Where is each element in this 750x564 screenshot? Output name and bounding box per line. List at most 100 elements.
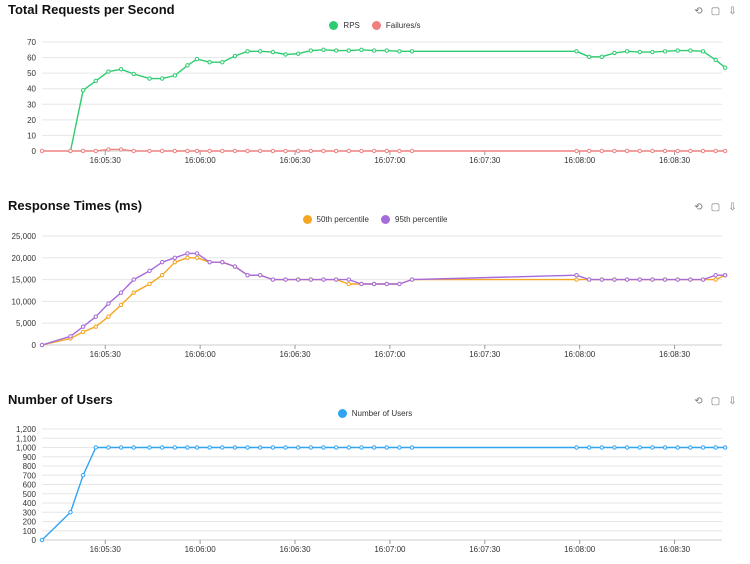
data-point — [384, 48, 389, 53]
data-point — [574, 273, 579, 278]
data-point — [599, 277, 605, 282]
data-point — [321, 148, 326, 154]
data-point — [131, 445, 136, 450]
y-tick-label: 10,000 — [12, 297, 37, 306]
data-point — [346, 277, 351, 282]
data-point — [650, 445, 655, 450]
data-point — [147, 445, 152, 450]
y-tick-label: 400 — [23, 499, 37, 508]
y-tick-label: 30 — [27, 100, 36, 109]
data-point — [713, 445, 718, 450]
data-point — [397, 148, 402, 154]
legend-item-p50[interactable]: 50th percentile — [302, 215, 369, 224]
restore-icon[interactable]: ⟲ — [694, 202, 703, 213]
data-point — [637, 445, 642, 450]
data-point — [722, 273, 728, 278]
save-image-icon[interactable]: ▢ — [710, 396, 721, 407]
data-point — [346, 148, 351, 154]
legend-item-failures[interactable]: Failures/s — [371, 21, 421, 30]
legend-item-p95[interactable]: 95th percentile — [381, 215, 447, 224]
data-point — [359, 47, 364, 52]
y-tick-label: 600 — [23, 481, 37, 490]
data-point — [295, 148, 301, 154]
data-point — [409, 277, 415, 282]
data-point — [409, 148, 415, 154]
data-point — [333, 48, 339, 53]
restore-icon[interactable]: ⟲ — [694, 396, 703, 407]
save-image-icon[interactable]: ▢ — [710, 6, 721, 17]
legend-item-users[interactable]: Number of Users — [337, 409, 413, 418]
data-point — [118, 147, 124, 152]
data-point — [397, 49, 402, 54]
series-line — [41, 252, 726, 346]
data-point — [194, 251, 200, 256]
data-point — [713, 273, 718, 278]
download-icon[interactable]: ⇩ — [728, 6, 737, 17]
data-point — [68, 334, 73, 339]
data-point — [321, 47, 326, 52]
data-point — [637, 148, 642, 154]
data-point — [39, 148, 45, 154]
data-point — [397, 281, 402, 287]
legend-label: Failures/s — [385, 21, 421, 30]
data-point — [295, 51, 301, 56]
data-point — [700, 49, 706, 54]
data-point — [612, 277, 617, 282]
data-point — [321, 445, 326, 450]
legend-label: Number of Users — [351, 409, 413, 418]
data-point — [147, 76, 152, 81]
data-point — [159, 445, 165, 450]
chart-toolbar: ⟲ ▢ ⇩ — [693, 6, 738, 17]
data-point — [722, 148, 728, 154]
chart-legend: Number of Users — [0, 409, 750, 418]
data-point — [700, 445, 706, 450]
data-point — [80, 473, 86, 478]
data-point — [232, 53, 238, 59]
save-image-icon[interactable]: ▢ — [710, 202, 721, 213]
data-point — [574, 445, 579, 450]
data-point — [118, 445, 124, 450]
data-point — [220, 60, 225, 65]
data-point — [270, 49, 276, 55]
data-point — [93, 314, 98, 319]
data-point — [118, 302, 124, 308]
data-point — [574, 277, 579, 282]
y-tick-label: 1,200 — [16, 425, 37, 434]
data-point — [207, 445, 212, 450]
data-point — [675, 277, 680, 282]
data-point — [106, 445, 111, 450]
data-point — [295, 277, 301, 282]
data-point — [106, 147, 111, 152]
data-point — [258, 445, 263, 450]
y-tick-label: 70 — [27, 38, 36, 47]
data-point — [80, 88, 86, 93]
data-point — [688, 48, 693, 53]
data-point — [245, 49, 250, 54]
download-icon[interactable]: ⇩ — [728, 202, 737, 213]
data-point — [308, 48, 314, 53]
data-point — [194, 445, 200, 450]
data-point — [700, 148, 706, 154]
data-point — [688, 445, 693, 450]
data-point — [147, 148, 152, 154]
data-point — [131, 277, 136, 282]
data-point — [131, 71, 136, 77]
data-point — [207, 60, 212, 65]
y-tick-label: 25,000 — [12, 232, 37, 241]
data-point — [185, 63, 190, 68]
x-tick-label: 16:07:00 — [374, 350, 406, 359]
series-line — [42, 148, 726, 152]
download-icon[interactable]: ⇩ — [728, 396, 737, 407]
data-point — [147, 281, 152, 287]
data-point — [185, 255, 190, 260]
data-point — [384, 445, 389, 450]
data-point — [675, 148, 680, 154]
data-point — [220, 445, 225, 450]
data-point — [147, 268, 152, 274]
legend-item-rps[interactable]: RPS — [329, 21, 360, 30]
data-point — [650, 49, 655, 55]
data-point — [624, 445, 630, 450]
data-point — [172, 255, 178, 260]
restore-icon[interactable]: ⟲ — [694, 6, 703, 17]
data-point — [172, 148, 178, 154]
